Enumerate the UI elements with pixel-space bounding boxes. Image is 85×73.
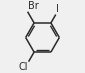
Text: Cl: Cl [18,62,28,72]
Text: I: I [56,4,59,14]
Text: Br: Br [28,1,39,11]
